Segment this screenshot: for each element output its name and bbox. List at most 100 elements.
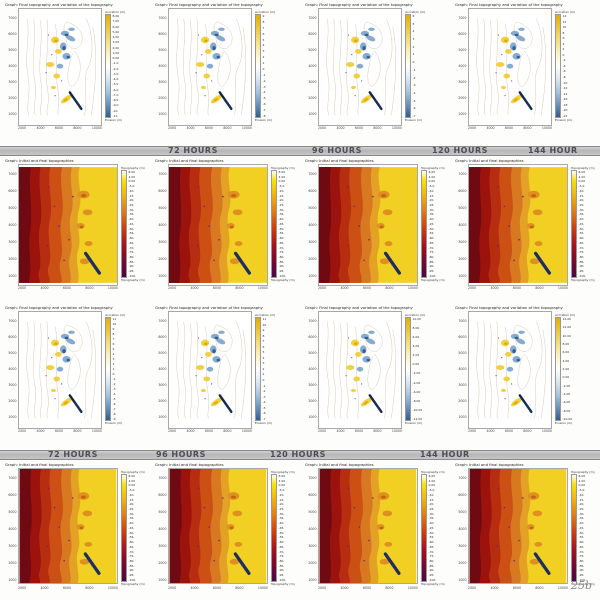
subplot: Graph: Initial and final topographies 70…: [0, 460, 150, 600]
tick-label: -5.0: [578, 184, 585, 189]
tick-label: 6000: [362, 286, 372, 290]
tick-label: -1: [262, 72, 266, 77]
tick-label: -50.: [428, 226, 435, 231]
colorbar-tick-labels: 6 5 4 3 2 1 0 -1 -2 -3 -4 -5 -6 -7: [413, 14, 416, 118]
tick-label: -95.: [578, 573, 585, 578]
tick-label: -90.: [428, 264, 435, 269]
tick-label: -65.: [578, 240, 585, 245]
tick-label: 6000: [158, 335, 167, 339]
subplot-title: Graph: Initial and final topographies: [5, 158, 74, 163]
tick-label: 7000: [458, 16, 467, 20]
colorbar: Topography (m) 8.00 4.00 0.00 -5.0 -10. -15. -…: [121, 468, 148, 586]
tick-label: 11: [262, 317, 267, 321]
x-axis-tick-labels: 2000 4000 6000 8000 10000: [168, 126, 252, 130]
tick-label: 0: [562, 52, 565, 57]
tick-label: -5.0: [128, 488, 135, 493]
y-axis-tick-labels: 7000 6000 5000 4000 3000 2000 1000: [455, 319, 468, 419]
y-axis-tick-labels: 7000 6000 5000 4000 3000 2000 1000: [305, 16, 318, 116]
tick-label: 8.00: [562, 341, 570, 346]
tick-label: -10.: [278, 188, 285, 193]
tick-label: -15.: [128, 193, 135, 198]
tick-label: 4000: [340, 586, 349, 590]
tick-label: -35.: [278, 212, 285, 217]
time-band-2: 72 HOURS 96 HOURS 120 HOURS 144 HOUR: [0, 450, 600, 460]
tick-label: 2000: [318, 586, 327, 590]
tick-label: 11: [112, 317, 117, 321]
tick-label: 1000: [8, 274, 17, 278]
tick-label: -8.0: [112, 98, 119, 102]
tick-label: 6.00: [412, 335, 420, 340]
tick-label: -8: [562, 75, 566, 80]
tick-label: -50.: [128, 226, 135, 231]
tick-label: -6.0: [112, 87, 119, 92]
tick-label: -10.: [428, 492, 435, 497]
plot-row-topography-1: Graph: Initial and final topographies 70…: [0, 156, 600, 303]
tick-label: -45.: [428, 221, 435, 226]
tick-label: 2000: [158, 96, 167, 100]
tick-label: 4000: [158, 527, 167, 531]
subplot-title: Graph: Final topography and variation of…: [305, 305, 413, 310]
tick-label: 2.00: [412, 353, 420, 358]
contour-map: [168, 8, 252, 126]
y-axis-tick-labels: 7000 6000 5000 4000 3000 2000 1000: [305, 476, 318, 582]
tick-label: 2000: [168, 586, 177, 590]
tick-label: -2.00: [562, 383, 571, 388]
tick-label: -40.: [428, 217, 435, 222]
tick-label: -10.: [428, 188, 435, 193]
tick-label: 8.00: [112, 14, 120, 18]
time-label: 96 HOURS: [312, 146, 362, 155]
colorbar-top-label: Topography (m): [421, 166, 445, 170]
colorbar-top-label: Topography (m): [421, 470, 445, 474]
tick-label: -6.00: [412, 389, 421, 394]
tick-label: 2000: [158, 399, 167, 403]
tick-label: -70.: [278, 245, 285, 250]
colorbar-tick-labels: 8.00 4.00 0.00 -5.0 -10. -15. -20. -25. -30. -35.…: [129, 474, 137, 582]
colorbar-bottom-label: Topography (m): [571, 582, 595, 586]
colorbar-strip: [555, 14, 561, 118]
tick-label: 7000: [308, 16, 317, 20]
tick-label: -65.: [128, 240, 135, 245]
tick-label: -30.: [578, 207, 585, 212]
tick-label: -3: [112, 387, 116, 391]
tick-label: -70.: [428, 549, 435, 554]
tick-label: -10.: [578, 492, 585, 497]
tick-label: -90.: [578, 568, 585, 573]
contour-map: [18, 311, 102, 429]
tick-label: 2000: [18, 586, 27, 590]
tick-label: -20.: [128, 502, 135, 507]
tick-label: -20.: [278, 502, 285, 507]
tick-label: -45.: [128, 525, 135, 530]
tick-label: 2000: [168, 286, 177, 290]
tick-label: 4000: [36, 429, 45, 433]
colorbar-bottom-label: Erosion (m): [555, 118, 573, 122]
tick-label: -1: [112, 377, 116, 381]
tick-label: -1.0: [112, 61, 119, 66]
tick-label: -50.: [278, 530, 285, 535]
tick-label: -85.: [128, 563, 135, 568]
colorbar-bottom-label: Topography (m): [571, 278, 595, 282]
colorbar: Accretion (m) 8.00 7.00 6.00 5.00 4.00 3.00 2.…: [105, 8, 132, 122]
tick-label: 10000: [407, 586, 418, 590]
time-band-1: 72 HOURS 96 HOURS 120 HOURS 144 HOUR: [0, 146, 600, 156]
tick-label: -15.: [428, 193, 435, 198]
x-axis-tick-labels: 2000 4000 6000 8000 10000: [168, 429, 252, 433]
subplot: Graph: Initial and final topographies 70…: [450, 156, 600, 303]
tick-label: -95.: [428, 269, 435, 274]
colorbar-bottom-label: Topography (m): [421, 582, 445, 586]
colorbar-strip: [271, 170, 277, 278]
tick-label: -65.: [428, 240, 435, 245]
tick-label: 4000: [158, 223, 167, 227]
tick-label: 4.00: [128, 478, 136, 483]
tick-label: 2000: [468, 286, 477, 290]
tick-label: -6.00: [562, 400, 571, 405]
tick-label: -10.00: [412, 407, 423, 412]
tick-label: -40.: [128, 521, 135, 526]
colorbar-bottom-label: Topography (m): [121, 278, 145, 282]
tick-label: 4000: [458, 367, 467, 371]
tick-label: 4000: [458, 223, 467, 227]
tick-label: 6: [262, 31, 265, 36]
subplot-title: Graph: Initial and final topographies: [305, 462, 374, 467]
tick-label: 0.00: [428, 179, 436, 184]
subplot: Graph: Final topography and variation of…: [300, 0, 450, 146]
